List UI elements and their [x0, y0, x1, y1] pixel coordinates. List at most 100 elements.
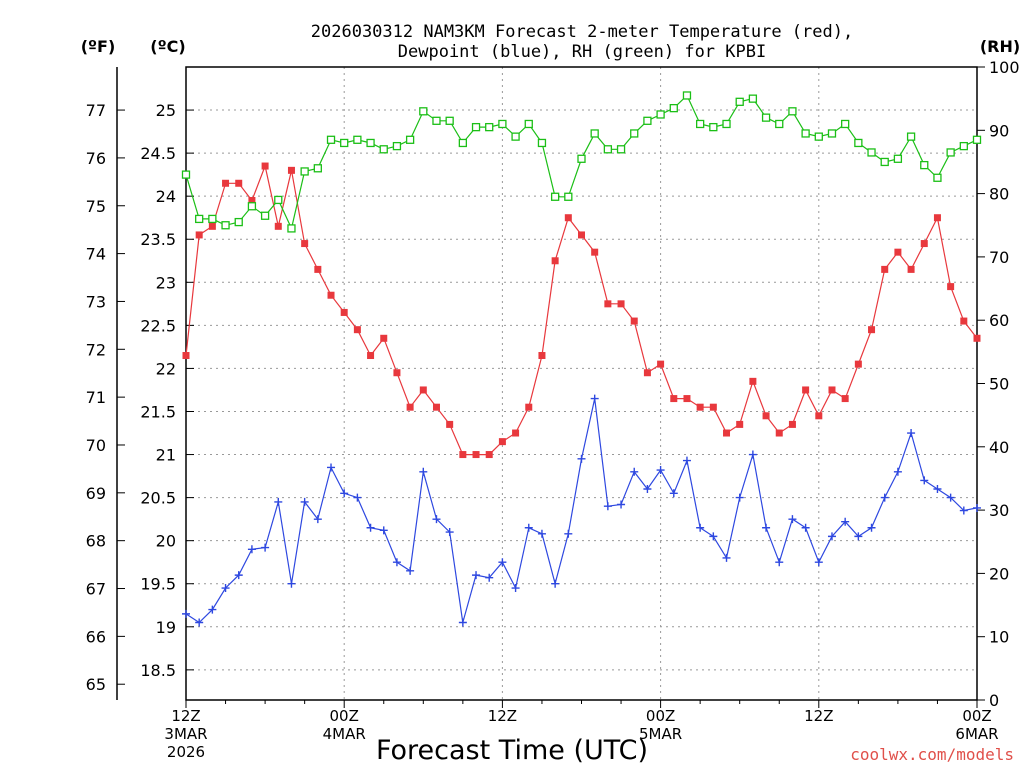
rh-point: [959, 141, 968, 151]
temperature-point: [683, 395, 691, 403]
fahrenheit-tick-label: 70: [86, 436, 106, 455]
dewpoint-point: [195, 618, 204, 627]
dewpoint-point: [392, 558, 401, 567]
rh-point: [564, 192, 573, 201]
dewpoint-point: [287, 579, 296, 588]
rh-tick-label: 80: [989, 185, 1009, 204]
rh-axis: 0 10 20 30 40 50 60 70 80 90 100: [977, 58, 1020, 710]
dewpoint-point: [511, 584, 520, 593]
rh-point: [445, 116, 454, 125]
rh-point: [300, 167, 309, 176]
rh-point: [854, 138, 863, 148]
dewpoint-point: [748, 450, 757, 459]
dewpoint-point: [630, 467, 639, 476]
temperature-point: [446, 420, 454, 428]
dewpoint-point: [564, 529, 573, 538]
rh-point: [537, 138, 547, 148]
dewpoint-point: [406, 566, 415, 575]
time-tick-date: 3MAR: [164, 725, 207, 743]
temperature-point: [406, 403, 414, 411]
temperature-point: [841, 395, 849, 403]
celsius-tick-label: 22: [156, 359, 176, 378]
temperature-point: [907, 265, 915, 273]
rh-point: [221, 221, 230, 230]
rh-point: [814, 132, 823, 141]
dewpoint-point: [893, 467, 902, 476]
temperature-point: [287, 166, 295, 174]
temperature-point: [643, 369, 651, 377]
dewpoint-point: [907, 429, 916, 438]
dewpoint-point: [221, 584, 230, 593]
temperature-point: [591, 248, 599, 256]
rh-point: [630, 129, 639, 138]
dewpoint-point: [577, 454, 586, 463]
temperature-point: [564, 214, 572, 222]
dewpoint-point: [946, 493, 955, 502]
celsius-tick-label: 20.5: [140, 489, 176, 508]
temperature-point: [182, 352, 190, 360]
dewpoint-point: [603, 502, 612, 511]
rh-tick-label: 10: [989, 628, 1009, 647]
rh-point: [775, 119, 784, 129]
temperature-point: [380, 334, 388, 342]
temperature-point: [815, 412, 823, 420]
temperature-point: [512, 429, 520, 437]
rh-point: [577, 154, 586, 163]
dewpoint-point: [590, 394, 599, 403]
dewpoint-point: [313, 515, 322, 524]
temperature-point: [630, 317, 638, 325]
temperature-point: [788, 420, 796, 428]
temperature-point: [195, 231, 203, 239]
celsius-tick-label: 23: [156, 273, 176, 292]
rh-point: [603, 145, 613, 154]
dewpoint-point: [762, 523, 771, 532]
rh-point: [643, 116, 652, 125]
dewpoint-point: [656, 466, 665, 475]
rh-point: [379, 145, 388, 154]
dewpoint-point: [867, 523, 876, 532]
rh-point: [656, 110, 665, 119]
temperature-point: [736, 420, 744, 428]
time-tick-label: 00Z: [962, 707, 991, 725]
rh-point: [287, 224, 296, 233]
rh-point: [340, 138, 349, 148]
celsius-axis: 18.5 19 19.5 20 20.5 21 21.5 22 22.5 23 23.5 24 24.5…: [140, 101, 194, 680]
fahrenheit-axis: 65 66 67 68 69 70 71 72 73 74 75 76 77: [86, 101, 125, 694]
dewpoint-point: [827, 532, 836, 541]
celsius-tick-label: 20: [156, 532, 176, 551]
rh-point: [195, 214, 204, 224]
temperature-point: [222, 179, 230, 187]
temperature-point: [868, 326, 876, 334]
fahrenheit-tick-label: 76: [86, 149, 106, 168]
fahrenheit-tick-label: 77: [86, 101, 106, 120]
dewpoint-point: [788, 515, 797, 524]
dewpoint-point: [973, 503, 981, 512]
fahrenheit-tick-label: 67: [86, 580, 106, 599]
dewpoint-point: [353, 493, 362, 502]
temperature-point: [670, 395, 678, 403]
fahrenheit-tick-label: 66: [86, 627, 106, 646]
temperature-point: [947, 283, 955, 291]
celsius-tick-label: 19.5: [140, 575, 176, 594]
rh-point: [920, 160, 929, 170]
temperature-point: [485, 451, 493, 459]
temperature-point: [261, 162, 269, 170]
rh-point: [366, 138, 375, 148]
temperature-point: [340, 308, 348, 316]
dewpoint-point: [524, 523, 533, 532]
dewpoint-point: [366, 523, 375, 532]
rh-tick-label: 70: [989, 248, 1009, 267]
rh-point: [722, 119, 731, 129]
rh-point: [550, 192, 560, 201]
rh-point: [893, 154, 903, 163]
dewpoint-point: [261, 543, 270, 552]
rh-tick-label: 100: [989, 58, 1020, 77]
dewpoint-point: [854, 532, 863, 541]
series-layer: [181, 91, 982, 627]
rh-point: [841, 119, 850, 129]
dewpoint-point: [300, 497, 309, 506]
rh-point: [801, 129, 810, 138]
dewpoint-point: [775, 558, 784, 567]
